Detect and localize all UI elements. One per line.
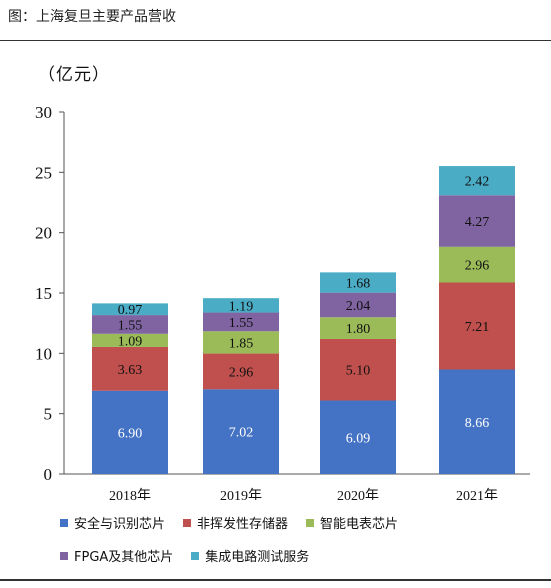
data-label: 6.90: [118, 426, 143, 441]
data-label: 8.66: [465, 416, 490, 431]
bar-segment: [203, 389, 279, 474]
data-label: 2.42: [465, 175, 490, 190]
legend-item-fpga-other: FPGA及其他芯片: [60, 546, 173, 565]
bar-segment: [439, 282, 515, 370]
data-label: 7.21: [465, 320, 490, 335]
data-label: 5.10: [346, 364, 371, 379]
legend-label: 智能电表芯片: [320, 517, 399, 532]
bar-segment: [92, 333, 168, 347]
x-tick-label: 2019年: [220, 488, 262, 500]
data-label: 0.97: [118, 303, 143, 318]
data-label: 7.02: [229, 426, 254, 441]
legend-item-smart-meter-chips: 智能电表芯片: [306, 513, 398, 532]
y-tick-label: 15: [35, 284, 52, 303]
legend-swatch: [60, 518, 68, 527]
data-label: 6.09: [346, 431, 371, 446]
top-divider: [0, 40, 551, 41]
chart-legend: 安全与识别芯片 非挥发性存储器 智能电表芯片 FPGA及其他芯片 集成电路测试服…: [60, 513, 540, 579]
legend-swatch: [183, 518, 192, 527]
legend-label: FPGA及其他芯片: [74, 550, 174, 565]
data-label: 2.96: [229, 365, 254, 380]
bar-segment: [92, 390, 168, 474]
bottom-divider: [0, 579, 551, 581]
legend-item-security-chips: 安全与识别芯片: [60, 513, 165, 532]
y-tick-label: 5: [44, 405, 53, 424]
x-tick-label: 2020年: [337, 488, 379, 500]
bar-segment: [439, 166, 515, 196]
legend-label: 非挥发性存储器: [197, 517, 289, 532]
legend-row-1: 安全与识别芯片 非挥发性存储器 智能电表芯片: [60, 513, 540, 532]
figure-caption: 图：上海复旦主要产品营收: [8, 9, 176, 25]
bar-segment: [92, 346, 168, 391]
data-label: 2.04: [346, 299, 371, 314]
data-label: 1.68: [346, 277, 371, 292]
bar-segment: [203, 331, 279, 354]
unit-label: （亿元）: [38, 65, 110, 85]
bar-segment: [320, 292, 396, 318]
legend-swatch: [60, 551, 68, 560]
y-tick-label: 20: [35, 224, 52, 243]
legend-swatch: [306, 518, 315, 527]
bar-segment: [320, 338, 396, 401]
legend-swatch: [191, 551, 200, 560]
data-label: 1.80: [346, 322, 371, 337]
y-tick-label: 0: [44, 465, 53, 484]
bar-segment: [320, 400, 396, 474]
bar-segment: [439, 195, 515, 247]
data-label: 1.55: [118, 318, 143, 333]
data-label: 2.96: [465, 259, 490, 274]
data-label: 4.27: [465, 215, 490, 230]
x-tick-label: 2021年: [456, 488, 498, 500]
data-label: 1.85: [229, 336, 254, 351]
data-label: 1.55: [229, 316, 254, 331]
legend-row-2: FPGA及其他芯片 集成电路测试服务: [60, 546, 540, 565]
y-tick-label: 25: [35, 163, 52, 182]
bar-segment: [439, 246, 515, 283]
data-label: 1.19: [229, 299, 254, 314]
legend-item-nonvolatile-memory: 非挥发性存储器: [183, 513, 288, 532]
bar-segment: [439, 369, 515, 474]
legend-item-ic-testing: 集成电路测试服务: [191, 546, 309, 565]
data-label: 1.09: [118, 334, 143, 349]
bar-segment: [203, 312, 279, 332]
bar-segment: [320, 317, 396, 339]
bar-segment: [92, 315, 168, 334]
legend-label: 安全与识别芯片: [74, 517, 166, 532]
bar-segment: [203, 353, 279, 390]
bar-segment: [203, 298, 279, 313]
legend-label: 集成电路测试服务: [205, 550, 310, 565]
y-tick-label: 30: [35, 103, 52, 122]
stacked-bar-chart: 0510152025306.903.631.091.550.972018年7.0…: [35, 103, 530, 500]
bar-segment: [92, 303, 168, 316]
bar-segment: [320, 272, 396, 293]
y-tick-label: 10: [35, 344, 52, 363]
data-label: 3.63: [118, 363, 143, 378]
x-tick-label: 2018年: [109, 488, 151, 500]
